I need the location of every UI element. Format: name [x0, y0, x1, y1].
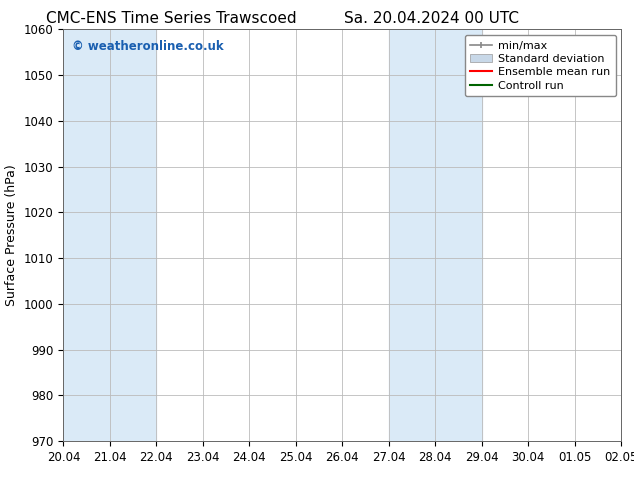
Bar — [63, 29, 157, 441]
Text: Sa. 20.04.2024 00 UTC: Sa. 20.04.2024 00 UTC — [344, 11, 519, 26]
Text: © weatheronline.co.uk: © weatheronline.co.uk — [72, 40, 223, 53]
Legend: min/max, Standard deviation, Ensemble mean run, Controll run: min/max, Standard deviation, Ensemble me… — [465, 35, 616, 96]
Bar — [389, 29, 482, 441]
Text: CMC-ENS Time Series Trawscoed: CMC-ENS Time Series Trawscoed — [46, 11, 297, 26]
Y-axis label: Surface Pressure (hPa): Surface Pressure (hPa) — [5, 164, 18, 306]
